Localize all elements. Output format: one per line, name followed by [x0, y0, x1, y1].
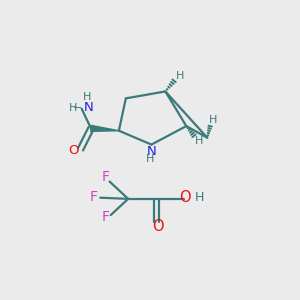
Text: F: F — [101, 170, 110, 184]
Text: O: O — [152, 219, 164, 234]
Text: F: F — [89, 190, 97, 204]
Polygon shape — [91, 125, 119, 131]
Text: −: − — [73, 103, 82, 112]
Text: F: F — [102, 210, 110, 224]
Text: H: H — [83, 92, 92, 102]
Text: H: H — [146, 154, 154, 164]
Text: N: N — [84, 101, 94, 114]
Text: H: H — [194, 191, 204, 204]
Text: H: H — [195, 136, 203, 146]
Text: H: H — [69, 103, 77, 112]
Text: H: H — [209, 115, 217, 124]
Text: H: H — [176, 71, 184, 81]
Text: N: N — [147, 145, 156, 158]
Text: O: O — [68, 144, 78, 157]
Text: O: O — [179, 190, 191, 205]
